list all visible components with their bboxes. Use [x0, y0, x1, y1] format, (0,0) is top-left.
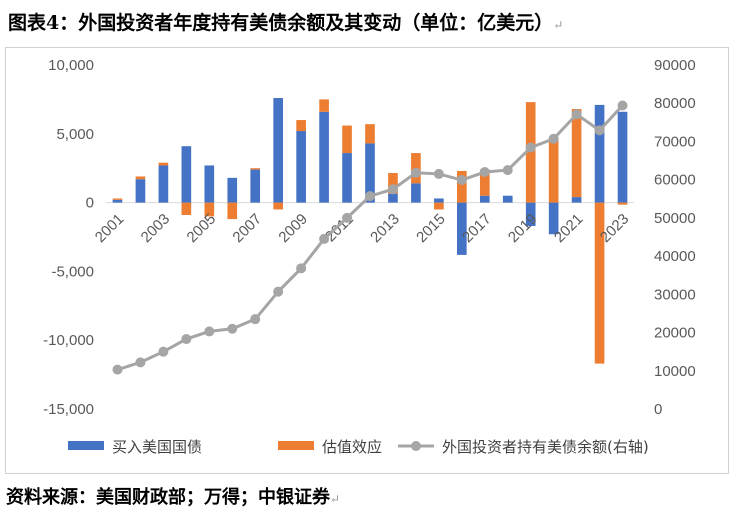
holdings-line-point: [571, 109, 582, 120]
bar-buy-treasuries: [365, 143, 375, 203]
holdings-line-point: [319, 233, 330, 244]
right-axis-tick-label: 50000: [654, 210, 696, 227]
right-axis-tick-label: 10000: [654, 363, 696, 380]
right-axis-tick-label: 0: [654, 401, 662, 418]
right-axis-tick-label: 30000: [654, 286, 696, 303]
bar-buy-treasuries: [204, 165, 215, 203]
bar-buy-treasuries: [411, 183, 421, 203]
holdings-line-point: [594, 125, 605, 136]
bar-valuation-effect: [434, 202, 444, 210]
bar-buy-treasuries: [319, 111, 329, 203]
holdings-line-point: [387, 184, 398, 195]
right-axis-tick-label: 90000: [654, 57, 696, 74]
bar-buy-treasuries: [571, 197, 582, 203]
holdings-line-point: [227, 323, 238, 334]
bar-buy-treasuries: [112, 199, 123, 203]
x-axis-tick-label: 2009: [275, 210, 311, 246]
bar-valuation-effect: [273, 202, 283, 210]
bar-valuation-effect: [594, 202, 605, 364]
holdings-line-point: [502, 165, 513, 176]
legend-label-valuation: 估值效应: [322, 438, 382, 456]
bar-buy-treasuries: [135, 179, 146, 203]
chart-title: 图表4：外国投资者年度持有美债余额及其变动（单位：亿美元）↵: [8, 12, 564, 34]
holdings-line-point: [204, 326, 215, 337]
holdings-line-point: [456, 175, 467, 186]
bar-buy-treasuries: [342, 153, 352, 203]
right-axis-tick-label: 60000: [654, 172, 696, 189]
bar-buy-treasuries: [502, 195, 513, 203]
holdings-line-point: [250, 314, 261, 325]
left-axis-tick-label: 5,000: [56, 126, 94, 143]
right-axis-tick-label: 20000: [654, 325, 696, 342]
holdings-line-point: [548, 133, 559, 144]
left-axis-tick-label: -5,000: [51, 263, 94, 280]
bar-valuation-effect: [204, 202, 215, 217]
holdings-line-point: [525, 142, 536, 153]
holdings-line-point: [273, 286, 284, 297]
bar-valuation-effect: [112, 198, 123, 200]
legend-marker-holdings: [411, 441, 421, 451]
x-axis-tick-label: 2015: [413, 210, 449, 246]
bar-buy-treasuries: [158, 165, 169, 203]
bar-buy-treasuries: [617, 111, 628, 203]
bar-buy-treasuries: [227, 177, 238, 203]
x-axis-tick-label: 2013: [367, 210, 403, 246]
left-axis-tick-label: -15,000: [43, 401, 94, 418]
legend-label-buy: 买入美国国债: [112, 438, 202, 456]
legend-swatch-valuation: [278, 441, 314, 450]
right-axis-tick-label: 80000: [654, 95, 696, 112]
holdings-line-point: [135, 357, 146, 368]
left-axis-tick-label: 0: [86, 195, 94, 212]
bar-buy-treasuries: [479, 195, 490, 203]
bar-valuation-effect: [250, 168, 261, 170]
bar-buy-treasuries: [434, 198, 444, 203]
left-axis-tick-label: -10,000: [43, 332, 94, 349]
left-axis-tick-label: 10,000: [48, 57, 94, 74]
bar-valuation-effect: [365, 124, 375, 144]
holdings-line-point: [181, 334, 192, 345]
bar-valuation-effect: [296, 120, 306, 132]
holdings-line-point: [158, 346, 169, 357]
holdings-line-point: [433, 168, 444, 179]
holdings-line-point: [365, 191, 375, 202]
right-axis-tick-label: 40000: [654, 248, 696, 265]
right-axis-tick-label: 70000: [654, 133, 696, 150]
bar-buy-treasuries: [457, 202, 467, 255]
bar-buy-treasuries: [388, 193, 398, 203]
bar-valuation-effect: [479, 169, 490, 196]
bar-valuation-effect: [388, 173, 398, 194]
bar-buy-treasuries: [525, 202, 536, 226]
chart-svg: 10,000 5,000 0 -5,000 -10,000 -15,000 90000 800…: [43, 57, 696, 456]
bar-valuation-effect: [571, 109, 582, 198]
bar-buy-treasuries: [250, 169, 261, 203]
x-axis-tick-label: 2003: [138, 210, 174, 246]
bar-valuation-effect: [617, 202, 628, 205]
bar-valuation-effect: [342, 125, 352, 154]
bar-valuation-effect: [457, 170, 467, 203]
bar-valuation-effect: [181, 202, 192, 215]
holdings-line-point: [296, 263, 307, 274]
bar-valuation-effect: [135, 176, 146, 180]
bar-buy-treasuries: [273, 98, 283, 203]
holdings-line-point: [342, 212, 353, 223]
bar-valuation-effect: [227, 202, 238, 220]
legend-label-holdings: 外国投资者持有美债余额(右轴): [442, 438, 649, 456]
bar-valuation-effect: [548, 139, 559, 203]
holdings-line-point: [617, 100, 628, 111]
chart-frame: 10,000 5,000 0 -5,000 -10,000 -15,000 90000 800…: [5, 47, 729, 474]
bar-buy-treasuries: [548, 202, 559, 235]
bar-valuation-effect: [158, 162, 169, 166]
holdings-line-point: [479, 167, 490, 178]
bar-valuation-effect: [319, 99, 329, 112]
x-axis-tick-label: 2001: [92, 210, 128, 246]
holdings-line-point: [112, 364, 123, 375]
chart-source: 资料来源：美国财政部；万得；中银证券↵: [6, 487, 341, 508]
holdings-line-point: [410, 167, 421, 178]
bar-buy-treasuries: [181, 146, 192, 203]
bar-buy-treasuries: [296, 131, 306, 203]
legend-swatch-buy: [68, 441, 104, 450]
bar-buy-treasuries: [594, 104, 605, 203]
